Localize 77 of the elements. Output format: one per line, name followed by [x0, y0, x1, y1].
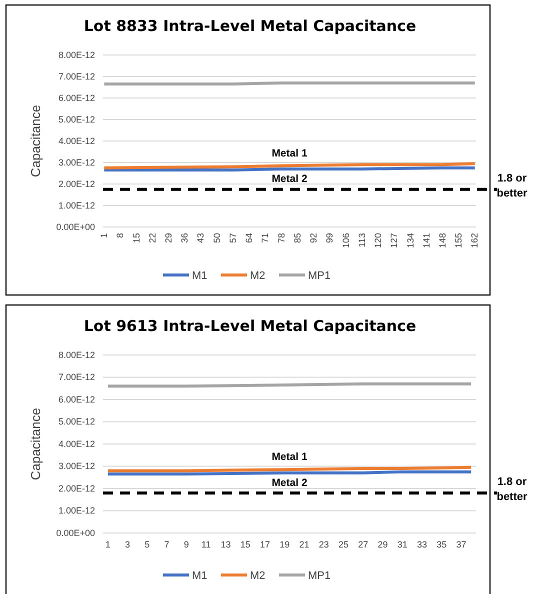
x-tick-label: 134 [405, 233, 416, 248]
x-tick-label: 25 [338, 539, 348, 550]
x-tick-label: 127 [389, 233, 400, 248]
x-tick-label: 33 [417, 539, 428, 550]
x-tick-label: 15 [131, 233, 142, 244]
ref-line-label: 1.8 or better [496, 476, 528, 503]
x-tick-label: 22 [147, 233, 158, 244]
y-tick-label: 6.00E-12 [58, 394, 95, 404]
x-tick-label: 11 [201, 539, 211, 550]
y-tick-label: 1.00E-12 [58, 200, 95, 210]
x-tick-label: 13 [220, 539, 231, 550]
annotation: Metal 2 [272, 476, 308, 489]
y-tick-label: 5.00E-12 [58, 416, 95, 427]
annotation: Metal 2 [272, 172, 308, 185]
legend-label: MP1 [308, 270, 331, 282]
y-tick-label: 7.00E-12 [58, 71, 95, 82]
x-tick-label: 162 [470, 233, 480, 248]
legend-label: M2 [250, 570, 266, 582]
x-tick-label: 71 [260, 233, 270, 244]
x-tick-label: 19 [280, 539, 290, 550]
y-tick-label: 2.00E-12 [58, 178, 95, 189]
x-tick-label: 29 [164, 233, 174, 244]
x-tick-label: 23 [318, 539, 329, 550]
y-tick-label: 3.00E-12 [58, 461, 95, 472]
y-axis-title: Capacitance [28, 104, 43, 178]
x-tick-label: 43 [196, 233, 206, 244]
x-tick-label: 21 [299, 539, 310, 550]
x-tick-label: 29 [378, 539, 388, 550]
y-tick-label: 4.00E-12 [58, 136, 95, 146]
legend-label: M2 [250, 270, 266, 282]
x-tick-label: 99 [324, 233, 335, 244]
x-tick-label: 9 [184, 539, 189, 550]
y-axis-title: Capacitance [28, 408, 43, 480]
x-tick-label: 106 [340, 233, 351, 248]
annotation: Metal 1 [272, 147, 308, 160]
x-tick-label: 37 [456, 539, 466, 550]
x-tick-label: 1 [99, 233, 110, 238]
y-tick-label: 5.00E-12 [58, 114, 95, 124]
y-tick-label: 1.00E-12 [58, 506, 95, 516]
x-tick-label: 5 [144, 539, 150, 550]
x-tick-label: 141 [421, 233, 432, 248]
x-tick-label: 64 [244, 233, 254, 244]
x-tick-label: 120 [373, 233, 384, 248]
x-tick-label: 31 [397, 539, 408, 550]
y-tick-label: 8.00E-12 [58, 50, 95, 60]
legend-label: M1 [192, 570, 208, 582]
chart-title: Lot 8833 Intra-Level Metal Capacitance [84, 17, 416, 35]
x-tick-label: 78 [276, 233, 286, 244]
x-tick-label: 113 [356, 233, 367, 248]
x-tick-label: 15 [240, 539, 250, 550]
y-tick-label: 0.00E+00 [56, 528, 95, 538]
x-tick-label: 35 [436, 539, 447, 550]
x-tick-label: 1 [105, 539, 110, 550]
chart-title: Lot 9613 Intra-Level Metal Capacitance [84, 317, 416, 335]
y-tick-label: 4.00E-12 [58, 438, 95, 449]
annotation: Metal 1 [272, 451, 308, 464]
y-tick-label: 6.00E-12 [58, 92, 95, 103]
x-tick-label: 3 [125, 539, 130, 550]
y-tick-label: 8.00E-12 [58, 350, 95, 360]
x-tick-label: 92 [308, 233, 319, 244]
x-tick-label: 8 [115, 233, 126, 238]
y-tick-label: 0.00E+00 [56, 222, 95, 232]
y-tick-label: 7.00E-12 [58, 372, 95, 382]
x-tick-label: 57 [228, 233, 238, 244]
x-tick-label: 36 [180, 233, 190, 244]
x-tick-label: 50 [212, 233, 222, 244]
x-tick-label: 85 [292, 233, 302, 244]
y-tick-label: 2.00E-12 [58, 483, 95, 494]
y-tick-label: 3.00E-12 [58, 157, 95, 168]
x-tick-label: 17 [260, 539, 270, 550]
x-tick-label: 27 [358, 539, 368, 550]
legend-label: M1 [192, 270, 208, 282]
x-tick-label: 7 [164, 539, 170, 550]
ref-line-label: 1.8 or better [496, 172, 528, 200]
x-tick-label: 148 [437, 233, 448, 248]
x-tick-label: 155 [454, 233, 464, 248]
legend-label: MP1 [308, 570, 331, 582]
